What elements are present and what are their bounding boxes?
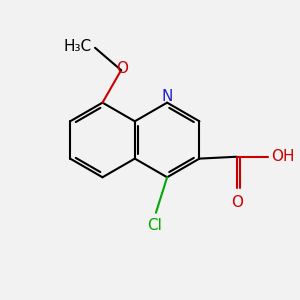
Text: OH: OH bbox=[271, 149, 294, 164]
Text: N: N bbox=[161, 89, 173, 104]
Text: O: O bbox=[231, 195, 243, 210]
Text: H₃C: H₃C bbox=[64, 39, 92, 54]
Text: Cl: Cl bbox=[147, 218, 162, 233]
Text: O: O bbox=[117, 61, 129, 76]
